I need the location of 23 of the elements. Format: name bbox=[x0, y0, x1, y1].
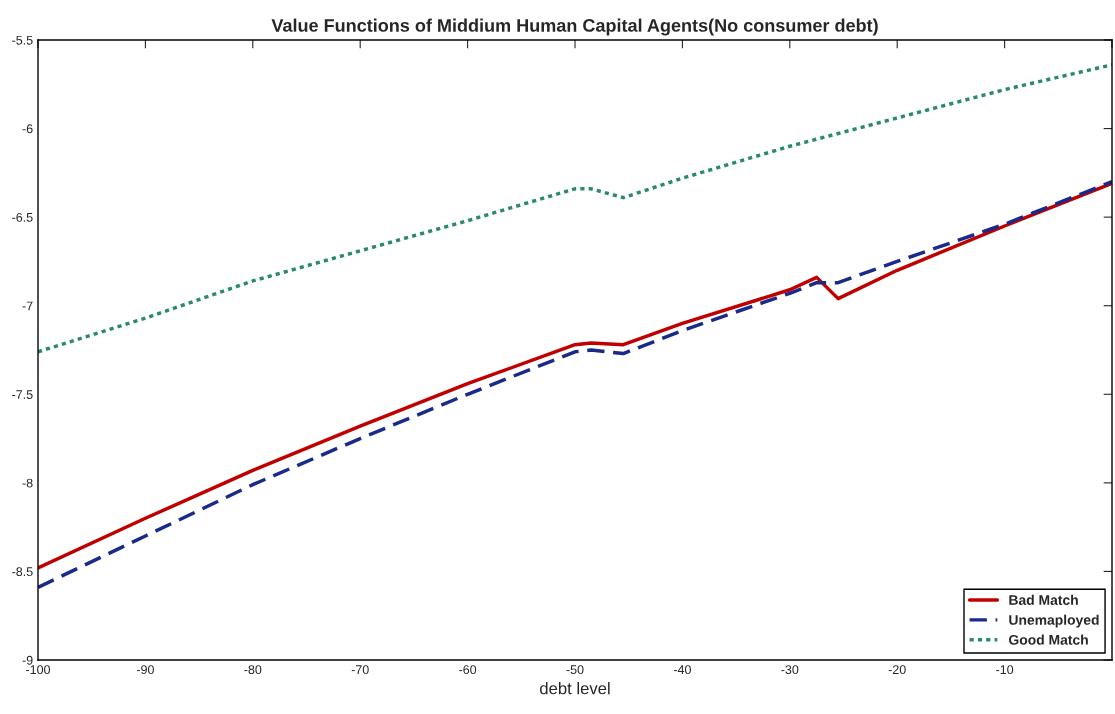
y-tick-label: -6 bbox=[22, 124, 33, 134]
x-axis-title: debt level bbox=[540, 682, 610, 695]
legend-label: Bad Match bbox=[1009, 594, 1078, 605]
legend-label: Unemaployed bbox=[1009, 614, 1099, 628]
y-tick-label: -7 bbox=[22, 301, 33, 311]
y-tick-label: -5.5 bbox=[12, 35, 33, 45]
x-tick-label: -90 bbox=[136, 665, 154, 675]
y-tick-label: -8.5 bbox=[12, 567, 33, 577]
y-tick-label: -7.5 bbox=[12, 390, 33, 399]
x-tick-label: -30 bbox=[781, 665, 799, 675]
x-tick-label: -10 bbox=[996, 665, 1014, 675]
y-tick-label: -6.5 bbox=[12, 212, 33, 222]
x-tick-label: -50 bbox=[566, 665, 584, 675]
x-tick-label: -70 bbox=[351, 665, 369, 675]
x-tick-label: -20 bbox=[888, 665, 906, 675]
legend-label: Good Match bbox=[1009, 634, 1088, 645]
x-tick-label: -40 bbox=[673, 665, 691, 675]
x-tick-label: -80 bbox=[244, 665, 262, 675]
x-tick-label: -100 bbox=[26, 665, 51, 675]
y-tick-label: -8 bbox=[22, 478, 33, 488]
chart-title: Value Functions of Middium Human Capital Agents(No consumer debt) bbox=[271, 18, 878, 36]
x-tick-label: -60 bbox=[459, 665, 477, 675]
y-tick-label: -9 bbox=[22, 655, 33, 665]
